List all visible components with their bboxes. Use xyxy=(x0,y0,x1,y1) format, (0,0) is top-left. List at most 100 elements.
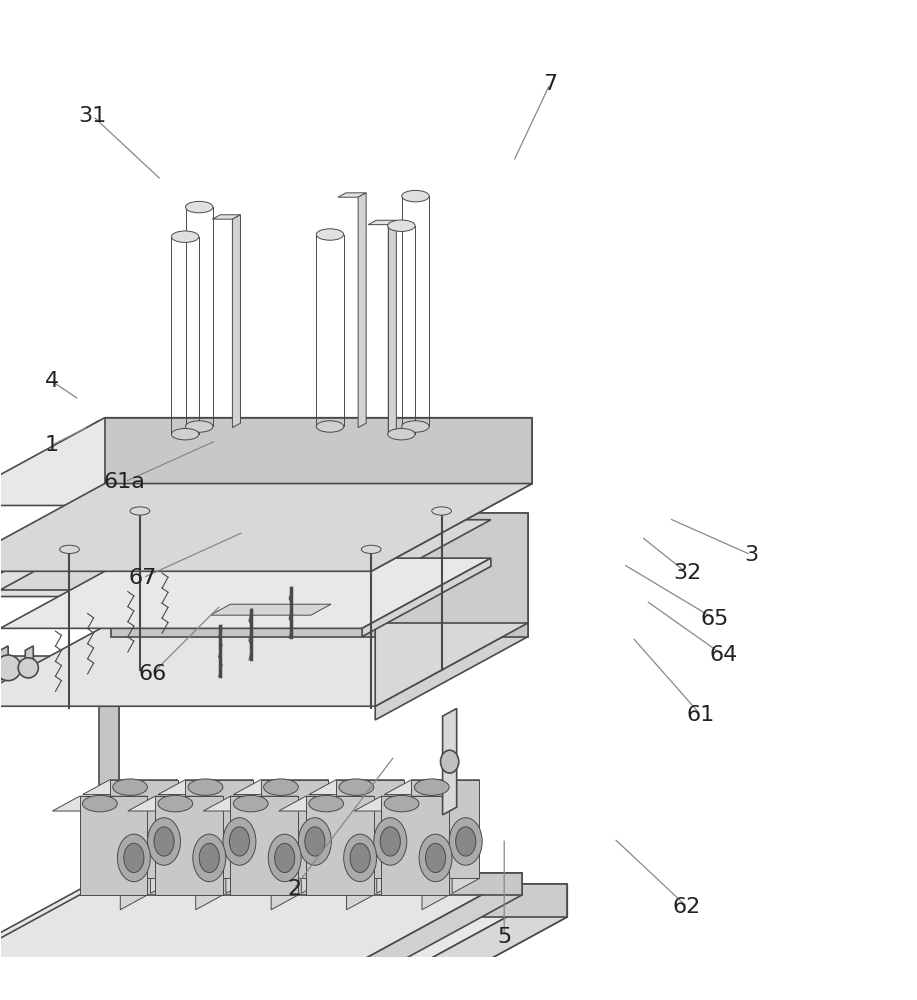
Polygon shape xyxy=(5,656,94,670)
Ellipse shape xyxy=(193,834,226,882)
Polygon shape xyxy=(361,873,522,983)
Polygon shape xyxy=(279,796,374,811)
Text: 4: 4 xyxy=(45,371,59,391)
Ellipse shape xyxy=(456,827,476,856)
Polygon shape xyxy=(359,193,366,428)
Polygon shape xyxy=(0,623,528,706)
Ellipse shape xyxy=(316,229,344,240)
Text: 32: 32 xyxy=(673,563,702,583)
Ellipse shape xyxy=(339,779,374,795)
Ellipse shape xyxy=(419,834,452,882)
Ellipse shape xyxy=(309,795,344,812)
Ellipse shape xyxy=(298,818,331,865)
Polygon shape xyxy=(110,780,178,878)
Polygon shape xyxy=(412,780,480,878)
Polygon shape xyxy=(0,484,532,571)
Ellipse shape xyxy=(185,421,213,432)
Text: 3: 3 xyxy=(744,545,758,565)
Polygon shape xyxy=(204,796,298,811)
Polygon shape xyxy=(232,215,240,428)
Polygon shape xyxy=(158,780,253,795)
Ellipse shape xyxy=(188,779,223,795)
Ellipse shape xyxy=(432,507,451,515)
Polygon shape xyxy=(271,796,298,910)
Polygon shape xyxy=(0,558,491,628)
Polygon shape xyxy=(111,623,528,637)
Polygon shape xyxy=(388,220,396,433)
Ellipse shape xyxy=(171,428,199,440)
Polygon shape xyxy=(26,646,33,680)
Polygon shape xyxy=(83,780,178,795)
Ellipse shape xyxy=(158,795,193,812)
Ellipse shape xyxy=(113,779,148,795)
Polygon shape xyxy=(210,604,331,615)
Text: 65: 65 xyxy=(701,609,729,629)
Polygon shape xyxy=(90,884,568,917)
Polygon shape xyxy=(99,421,119,887)
Ellipse shape xyxy=(154,827,174,856)
Polygon shape xyxy=(80,796,148,895)
Polygon shape xyxy=(91,421,119,425)
Polygon shape xyxy=(0,873,522,961)
Text: 61: 61 xyxy=(687,705,715,725)
Polygon shape xyxy=(384,780,480,795)
Polygon shape xyxy=(336,780,403,878)
Polygon shape xyxy=(0,418,532,505)
Ellipse shape xyxy=(199,843,219,873)
Ellipse shape xyxy=(361,545,381,553)
Polygon shape xyxy=(155,796,223,895)
Text: 2: 2 xyxy=(287,879,301,899)
Ellipse shape xyxy=(402,190,429,202)
Polygon shape xyxy=(213,215,240,219)
Polygon shape xyxy=(234,780,328,795)
Ellipse shape xyxy=(234,795,268,812)
Polygon shape xyxy=(422,796,449,910)
Text: 62: 62 xyxy=(673,897,702,917)
Ellipse shape xyxy=(388,220,415,231)
Polygon shape xyxy=(452,780,480,893)
Polygon shape xyxy=(381,796,449,895)
Text: 61a: 61a xyxy=(104,472,146,492)
Ellipse shape xyxy=(18,658,39,678)
Text: 67: 67 xyxy=(129,568,157,588)
Polygon shape xyxy=(375,513,528,706)
Polygon shape xyxy=(150,780,178,893)
Polygon shape xyxy=(338,193,366,197)
Ellipse shape xyxy=(117,834,150,882)
Ellipse shape xyxy=(171,231,199,242)
Ellipse shape xyxy=(344,834,377,882)
Polygon shape xyxy=(302,780,328,893)
Polygon shape xyxy=(375,623,528,720)
Ellipse shape xyxy=(0,655,21,681)
Polygon shape xyxy=(0,520,491,590)
Polygon shape xyxy=(0,646,8,680)
Ellipse shape xyxy=(229,827,249,856)
Ellipse shape xyxy=(425,843,446,873)
Polygon shape xyxy=(111,513,528,623)
Ellipse shape xyxy=(440,750,458,773)
Ellipse shape xyxy=(148,818,181,865)
Ellipse shape xyxy=(124,843,144,873)
Text: 64: 64 xyxy=(710,645,738,665)
Polygon shape xyxy=(0,513,528,597)
Polygon shape xyxy=(377,780,403,893)
Ellipse shape xyxy=(60,545,80,553)
Polygon shape xyxy=(309,780,403,795)
Polygon shape xyxy=(226,780,253,893)
Polygon shape xyxy=(0,917,568,1000)
Ellipse shape xyxy=(350,843,370,873)
Polygon shape xyxy=(347,796,374,910)
Ellipse shape xyxy=(388,428,415,440)
Ellipse shape xyxy=(414,779,449,795)
Polygon shape xyxy=(371,418,532,571)
Ellipse shape xyxy=(449,818,482,865)
Text: 66: 66 xyxy=(138,664,166,684)
Polygon shape xyxy=(105,418,532,484)
Ellipse shape xyxy=(185,201,213,213)
Text: 7: 7 xyxy=(543,74,557,94)
Polygon shape xyxy=(368,220,396,225)
Ellipse shape xyxy=(83,795,117,812)
Ellipse shape xyxy=(275,843,294,873)
Polygon shape xyxy=(127,796,223,811)
Ellipse shape xyxy=(374,818,407,865)
